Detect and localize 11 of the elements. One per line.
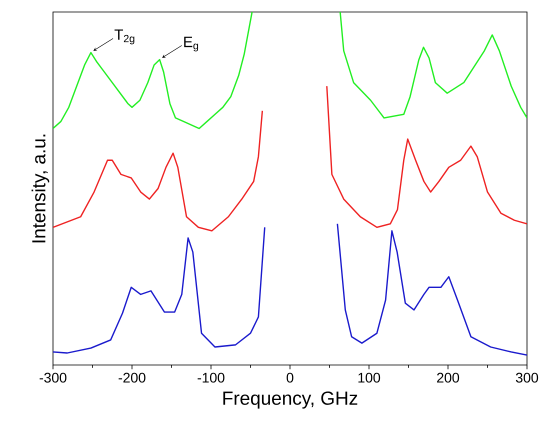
x-tick-label: -200 bbox=[118, 372, 146, 383]
x-tick-label: 0 bbox=[286, 372, 294, 383]
x-tick-label: 100 bbox=[358, 372, 380, 383]
annotation: T$_{2g}$ bbox=[114, 30, 134, 44]
x-tick-label: -300 bbox=[40, 372, 66, 383]
y-axis-title: Intensity, a.u. bbox=[32, 134, 50, 242]
x-tick-label: 200 bbox=[437, 372, 460, 383]
annotation: E$_{g}$ bbox=[184, 36, 198, 52]
x-tick-label: -100 bbox=[198, 372, 224, 383]
x-tick-label: 300 bbox=[516, 372, 538, 383]
x-axis-title: Frequency, GHz bbox=[223, 391, 358, 409]
